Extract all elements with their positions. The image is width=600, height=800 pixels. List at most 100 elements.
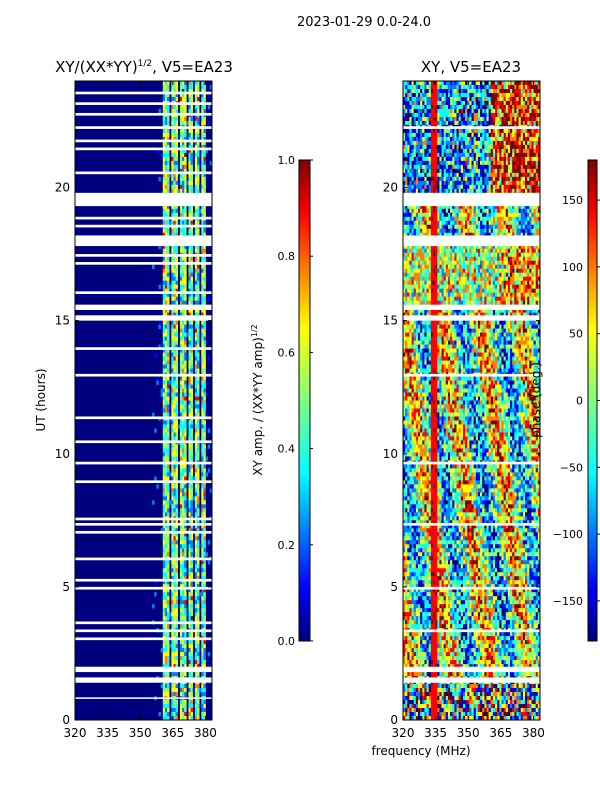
heatmap-cell <box>179 172 183 178</box>
heatmap-cell <box>173 212 176 218</box>
heatmap-cell <box>171 592 174 597</box>
heatmap-cell <box>167 264 170 270</box>
heatmap-cell <box>424 164 427 170</box>
heatmap-cell <box>435 81 438 86</box>
heatmap-cell <box>192 688 196 693</box>
heatmap-cell <box>497 144 500 150</box>
heatmap-cell <box>424 188 427 194</box>
heatmap-cell <box>179 96 183 102</box>
heatmap-cell <box>512 96 515 102</box>
heatmap-cell <box>197 492 200 497</box>
heatmap-cell <box>422 212 425 218</box>
heatmap-cell <box>203 264 206 270</box>
heatmap-cell <box>465 128 468 134</box>
heatmap-cell <box>518 208 522 214</box>
heatmap-cell <box>164 360 168 365</box>
heatmap-cell <box>188 632 191 637</box>
heatmap-cell <box>184 552 187 557</box>
heatmap-cell <box>190 568 194 573</box>
heatmap-cell <box>482 88 485 94</box>
heatmap-cell <box>409 160 412 166</box>
heatmap-cell <box>499 148 502 154</box>
heatmap-cell <box>164 88 168 94</box>
heatmap-cell <box>197 256 200 262</box>
heatmap-cell <box>439 188 442 194</box>
heatmap-cell <box>465 112 468 118</box>
heatmap-cell <box>527 204 530 210</box>
heatmap-cell <box>164 596 168 601</box>
heatmap-cell <box>162 596 166 601</box>
heatmap-cell <box>190 380 194 385</box>
heatmap-cell <box>164 700 168 705</box>
heatmap-cell <box>197 204 200 210</box>
heatmap-cell <box>175 448 179 453</box>
heatmap-cell <box>175 96 179 102</box>
heatmap-cell <box>171 564 174 569</box>
heatmap-cell <box>169 284 172 289</box>
heatmap-cell <box>520 88 524 94</box>
heatmap-cell <box>188 128 191 134</box>
heatmap-cell <box>179 140 183 146</box>
heatmap-cell <box>190 336 194 341</box>
heatmap-cell <box>197 612 200 617</box>
heatmap-cell <box>188 684 191 689</box>
heatmap-cell <box>441 92 444 98</box>
heatmap-cell <box>179 508 183 513</box>
heatmap-cell <box>197 592 200 597</box>
heatmap-cell <box>482 100 485 106</box>
flagged-gap <box>75 235 212 247</box>
heatmap-cell <box>167 540 170 545</box>
heatmap-cell <box>432 112 436 118</box>
heatmap-cell <box>188 232 191 238</box>
heatmap-cell <box>475 132 479 138</box>
heatmap-cell <box>179 692 183 697</box>
heatmap-cell <box>495 116 498 122</box>
heatmap-cell <box>435 220 438 226</box>
heatmap-cell <box>411 148 415 154</box>
heatmap-cell <box>456 104 459 110</box>
heatmap-cell <box>471 116 474 122</box>
heatmap-cell <box>497 92 500 98</box>
heatmap-cell <box>162 456 166 461</box>
heatmap-cell <box>197 116 200 122</box>
heatmap-cell <box>188 472 191 477</box>
heatmap-cell <box>477 204 481 210</box>
heatmap-cell <box>190 652 194 657</box>
heatmap-cell <box>533 204 537 210</box>
heatmap-cell <box>179 288 183 293</box>
heatmap-cell <box>497 212 500 218</box>
heatmap-cell <box>203 352 206 357</box>
heatmap-cell <box>465 136 468 142</box>
heatmap-cell <box>197 308 200 313</box>
heatmap-cell <box>475 144 479 150</box>
heatmap-cell <box>167 188 170 194</box>
heatmap-cell <box>432 164 436 170</box>
heatmap-cell <box>167 564 170 569</box>
heatmap-cell <box>484 188 487 194</box>
heatmap-cell <box>201 396 204 401</box>
heatmap-cell <box>503 132 507 138</box>
heatmap-cell <box>516 128 519 134</box>
heatmap-cell <box>428 100 432 106</box>
heatmap-cell <box>415 88 419 94</box>
heatmap-cell <box>201 248 204 254</box>
heatmap-cell <box>182 360 185 365</box>
heatmap-cell <box>490 224 494 230</box>
heatmap-cell <box>188 576 191 581</box>
heatmap-cell <box>490 92 494 98</box>
heatmap-cell <box>167 708 170 713</box>
heatmap-cell <box>173 432 176 437</box>
heatmap-cell <box>443 172 447 178</box>
heatmap-cell <box>422 208 425 214</box>
heatmap-cell <box>164 320 168 325</box>
heatmap-cell <box>437 160 440 166</box>
heatmap-cell <box>203 256 206 262</box>
heatmap-cell <box>501 188 504 194</box>
heatmap-cell <box>437 140 440 146</box>
heatmap-cell <box>510 208 513 214</box>
flagged-gap <box>75 373 212 377</box>
heatmap-cell <box>179 496 183 501</box>
heatmap-cell <box>167 632 170 637</box>
heatmap-cell <box>201 648 204 653</box>
heatmap-cell <box>203 244 206 250</box>
